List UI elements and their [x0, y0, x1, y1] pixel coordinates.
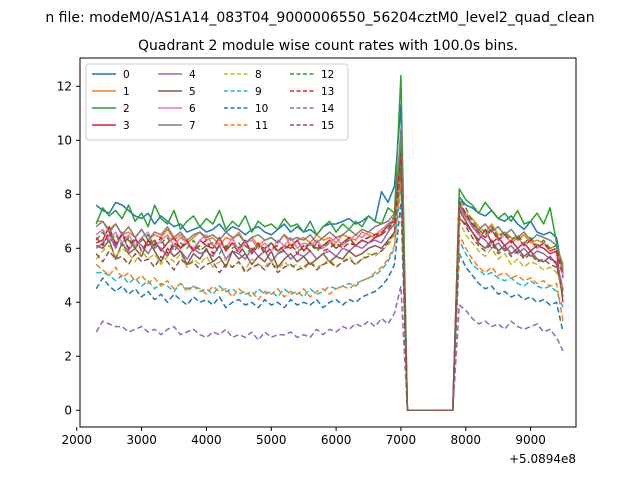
legend-label-13: 13	[321, 86, 334, 98]
series-line-14	[95, 285, 564, 412]
legend-frame	[85, 63, 349, 141]
legend-label-7: 7	[189, 120, 196, 132]
y-tick-label: 6	[64, 241, 72, 255]
legend-label-6: 6	[189, 103, 196, 115]
legend-label-3: 3	[123, 120, 130, 132]
y-tick-label: 8	[64, 187, 72, 201]
y-tick-label: 0	[64, 403, 72, 417]
series-line-8	[95, 163, 564, 412]
legend-label-1: 1	[123, 86, 130, 98]
series-group	[95, 74, 564, 412]
series-line-2	[95, 74, 564, 412]
y-tick-label: 2	[64, 349, 72, 363]
y-tick-label: 10	[57, 133, 72, 147]
series-line-11	[95, 174, 564, 412]
legend-label-2: 2	[123, 103, 130, 115]
legend-label-10: 10	[255, 103, 268, 115]
x-tick-label: 6000	[321, 433, 352, 447]
legend-label-14: 14	[321, 103, 335, 115]
legend-label-8: 8	[255, 69, 262, 81]
series-line-7	[95, 139, 564, 412]
x-tick-label: 9000	[515, 433, 546, 447]
plot-area: 2000 3000 4000 5000 6000 7000 8000 9000 0246810…	[57, 57, 577, 466]
x-tick-label: 5000	[256, 433, 287, 447]
legend-label-15: 15	[321, 120, 334, 132]
x-tick-label: 2000	[61, 433, 92, 447]
series-line-5	[95, 158, 564, 412]
series-line-1	[96, 171, 564, 412]
series-line-9	[96, 182, 564, 412]
x-axis-offset-label: +5.0894e8	[509, 452, 576, 466]
series-line-13	[95, 153, 564, 412]
y-tick-label: 12	[57, 79, 72, 93]
legend-label-0: 0	[123, 69, 130, 81]
y-axis: 0 2 4 6 8 10 12	[57, 79, 80, 417]
chart-title: Quadrant 2 module wise count rates with …	[138, 38, 518, 54]
x-tick-label: 8000	[451, 433, 482, 447]
legend-label-4: 4	[189, 69, 196, 81]
series-line-15	[95, 166, 564, 412]
legend-label-11: 11	[255, 120, 268, 132]
series-line-0	[95, 104, 564, 412]
legend-label-12: 12	[321, 69, 334, 81]
x-tick-label: 3000	[126, 433, 157, 447]
legend-label-5: 5	[189, 86, 196, 98]
series-line-10	[95, 201, 564, 412]
legend-label-9: 9	[255, 86, 262, 98]
figure-suptitle: n file: modeM0/AS1A14_083T04_9000006550_…	[45, 10, 594, 26]
axes-frame	[79, 57, 577, 428]
x-axis: 2000 3000 4000 5000 6000 7000 8000 9000	[61, 427, 546, 447]
x-tick-label: 7000	[386, 433, 417, 447]
y-tick-label: 4	[64, 295, 72, 309]
x-tick-label: 4000	[191, 433, 222, 447]
